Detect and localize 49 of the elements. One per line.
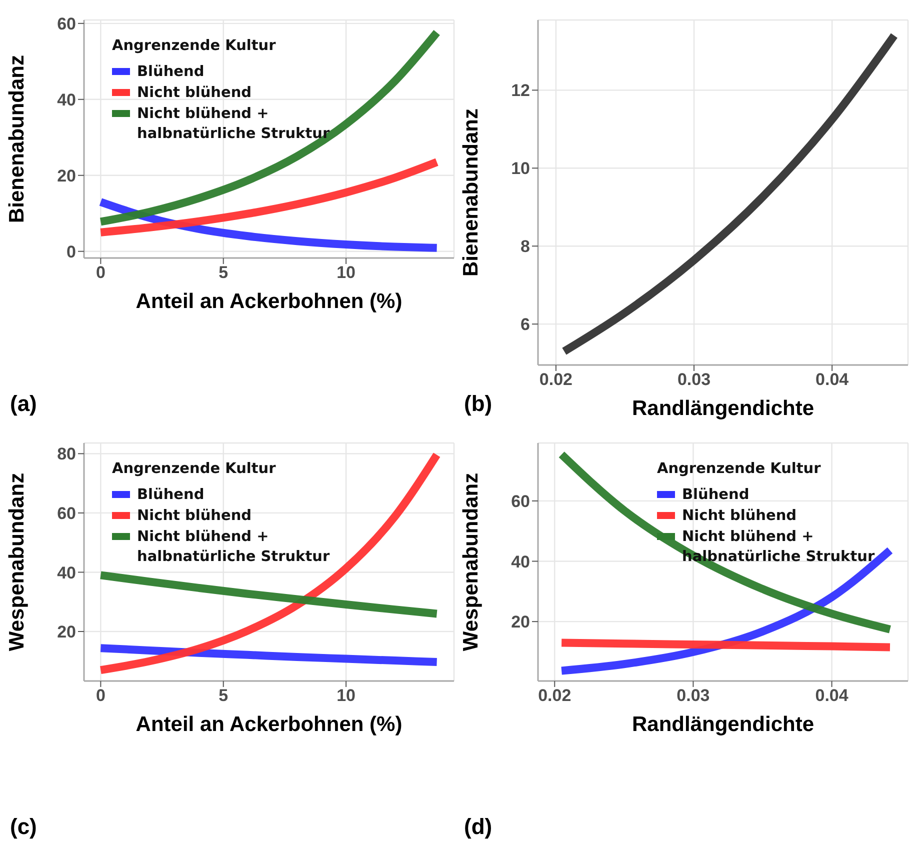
x-tick-label: 0 [96, 263, 106, 282]
x-tick-label: 10 [336, 263, 356, 282]
x-tick-label: 0.04 [815, 686, 849, 706]
y-tick-label: 20 [511, 612, 530, 632]
legend-title: Angrenzende Kultur [657, 461, 822, 477]
x-axis-title: Randlängendichte [632, 713, 814, 736]
legend-title: Angrenzende Kultur [112, 38, 277, 54]
y-tick-label: 80 [57, 444, 76, 464]
legend-label: Nicht blühend [137, 84, 252, 103]
y-axis-title: Wespenabundanz [459, 472, 482, 652]
y-tick-label: 20 [57, 622, 76, 642]
y-tick-label: 6 [520, 315, 530, 334]
x-tick-label: 0.02 [538, 686, 572, 706]
y-tick-label: 40 [57, 90, 76, 110]
legend-label: Nicht blühend + halbnatürliche Struktur [137, 528, 331, 567]
text: (c) [10, 814, 37, 840]
text: (a) [10, 391, 37, 417]
x-axis-title: Anteil an Ackerbohnen (%) [136, 290, 402, 313]
y-tick-label: 40 [511, 552, 530, 572]
y-tick-label: 0 [66, 242, 76, 262]
y-tick-label: 60 [57, 504, 76, 523]
x-tick-label: 0.03 [677, 370, 711, 390]
y-tick-label: 60 [57, 14, 76, 34]
legend-label: Nicht blühend [137, 507, 252, 526]
y-axis-title: Bienenabundanz [459, 108, 482, 277]
text: (b) [464, 391, 492, 417]
x-axis-title: Randlängendichte [632, 397, 814, 420]
y-tick-label: 12 [511, 81, 530, 100]
legend-label: Blühend [137, 63, 204, 82]
y-tick-label: 20 [57, 166, 76, 186]
x-tick-label: 0 [96, 686, 106, 706]
text: (d) [464, 814, 492, 840]
y-tick-label: 10 [511, 159, 530, 178]
y-axis-title: Bienenabundanz [5, 54, 28, 224]
x-tick-label: 0.02 [539, 370, 572, 390]
x-tick-label: 10 [336, 686, 356, 706]
legend-label: Nicht blühend [682, 507, 797, 526]
x-tick-label: 0.04 [816, 370, 850, 390]
y-axis-title: Wespenabundanz [5, 472, 28, 652]
y-tick-label: 60 [511, 492, 530, 511]
legend-label: Blühend [137, 486, 204, 505]
legend-title: Angrenzende Kultur [112, 461, 276, 477]
x-axis-title: Anteil an Ackerbohnen (%) [136, 713, 402, 736]
y-tick-label: 8 [520, 237, 530, 256]
x-tick-label: 0.03 [676, 686, 710, 706]
y-tick-label: 40 [57, 563, 76, 582]
x-tick-label: 5 [218, 263, 228, 282]
legend-label: Blühend [682, 486, 750, 505]
x-tick-label: 5 [218, 686, 228, 706]
